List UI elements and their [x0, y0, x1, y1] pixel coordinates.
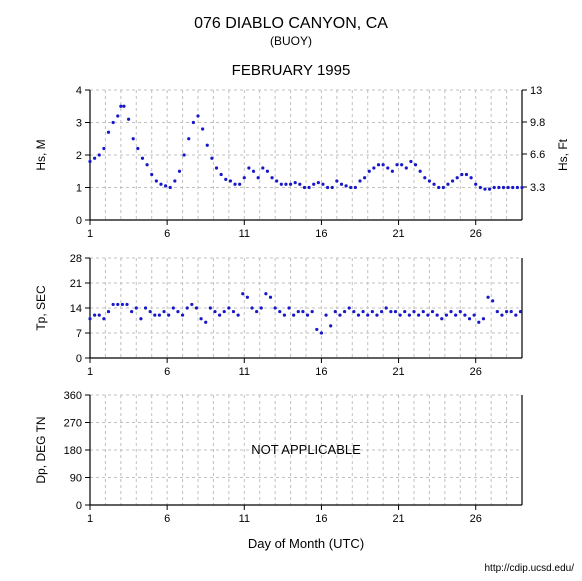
svg-text:6: 6 — [164, 228, 170, 240]
svg-text:4: 4 — [76, 85, 82, 97]
svg-text:1: 1 — [87, 228, 93, 240]
svg-text:9.8: 9.8 — [530, 117, 545, 129]
ylabel-tp: Tp, SEC — [34, 285, 48, 331]
svg-text:16: 16 — [315, 228, 327, 240]
ylabel-dp: Dp, DEG TN — [34, 416, 48, 483]
svg-text:21: 21 — [392, 513, 404, 525]
svg-text:3: 3 — [76, 118, 82, 130]
svg-text:26: 26 — [470, 366, 482, 378]
svg-text:180: 180 — [64, 445, 82, 457]
month-label: FEBRUARY 1995 — [232, 62, 351, 79]
svg-text:90: 90 — [70, 473, 82, 485]
svg-text:0: 0 — [76, 353, 82, 365]
svg-text:21: 21 — [392, 228, 404, 240]
svg-text:6.6: 6.6 — [530, 149, 545, 161]
svg-text:26: 26 — [470, 513, 482, 525]
svg-text:1: 1 — [76, 183, 82, 195]
svg-text:3.3: 3.3 — [530, 182, 545, 194]
svg-text:270: 270 — [64, 418, 82, 430]
svg-text:26: 26 — [470, 228, 482, 240]
svg-text:360: 360 — [64, 390, 82, 402]
svg-text:2: 2 — [76, 150, 82, 162]
svg-text:11: 11 — [239, 228, 250, 240]
svg-text:6: 6 — [164, 366, 170, 378]
xaxis-label: Day of Month (UTC) — [248, 536, 364, 551]
overlay-dp: NOT APPLICABLE — [251, 442, 361, 457]
svg-text:11: 11 — [239, 513, 250, 525]
svg-text:11: 11 — [239, 366, 250, 378]
svg-text:0: 0 — [76, 500, 82, 512]
svg-text:16: 16 — [315, 366, 327, 378]
ylabel-right-hs: Hs, Ft — [556, 138, 570, 171]
svg-text:21: 21 — [70, 278, 82, 290]
footer-url: http://cdip.ucsd.edu/ — [484, 563, 574, 574]
station-subtitle: (BUOY) — [270, 34, 312, 48]
svg-text:13: 13 — [530, 85, 542, 97]
svg-text:14: 14 — [70, 303, 82, 315]
svg-text:6: 6 — [164, 513, 170, 525]
ylabel-hs: Hs, M — [34, 139, 48, 170]
buoy-chart: 076 DIABLO CANYON, CA (BUOY) FEBRUARY 1995… — [0, 0, 582, 581]
svg-text:0: 0 — [76, 215, 82, 227]
svg-text:7: 7 — [76, 328, 82, 340]
svg-text:1: 1 — [87, 366, 93, 378]
station-title: 076 DIABLO CANYON, CA — [194, 15, 388, 32]
svg-text:16: 16 — [315, 513, 327, 525]
svg-text:21: 21 — [392, 366, 404, 378]
svg-text:1: 1 — [87, 513, 93, 525]
svg-text:28: 28 — [70, 253, 82, 265]
